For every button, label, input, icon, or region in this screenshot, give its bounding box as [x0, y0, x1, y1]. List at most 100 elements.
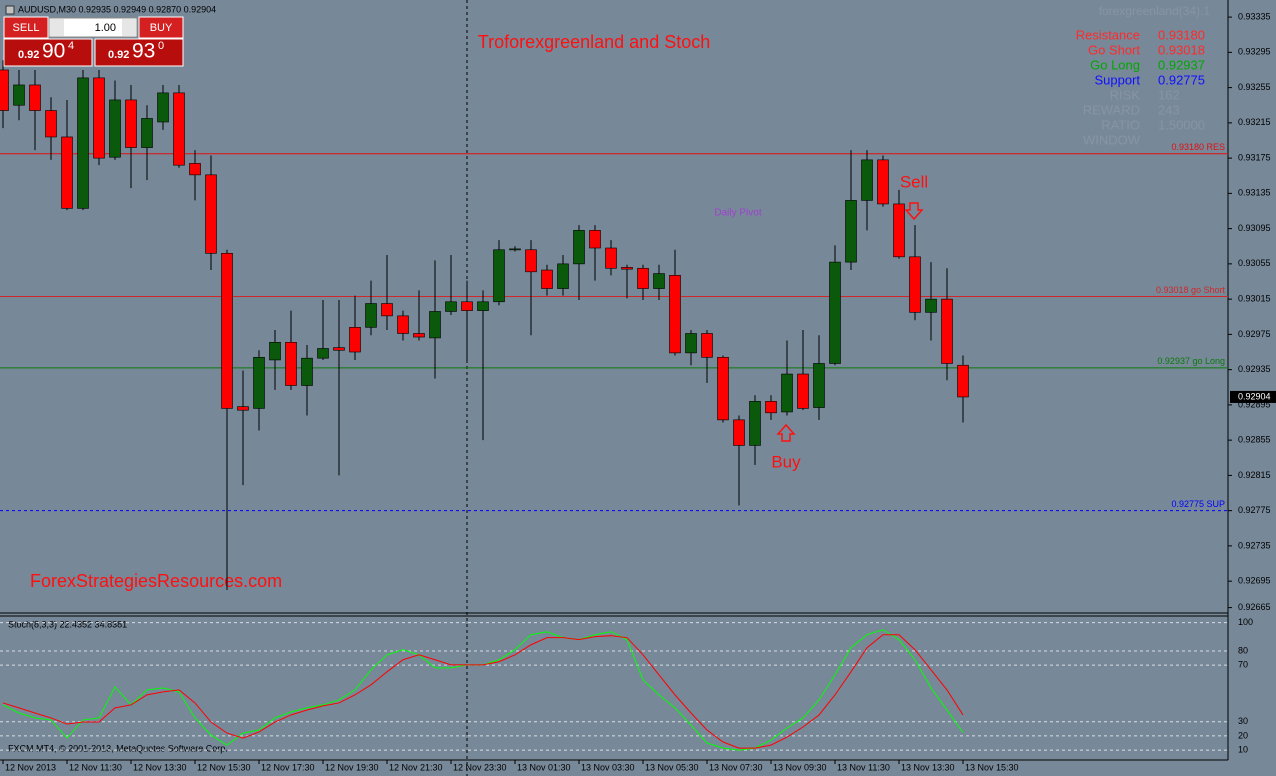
candle-body — [797, 373, 809, 409]
candle-body — [205, 174, 217, 254]
info-title: forexgreenland(34).1 — [1099, 4, 1211, 18]
candle-body — [29, 84, 41, 111]
candle-body — [589, 230, 601, 249]
x-tick-label: 12 Nov 21:30 — [389, 762, 443, 772]
buy-label[interactable]: BUY — [150, 22, 173, 34]
candle-body — [621, 267, 633, 270]
lot-down[interactable] — [50, 19, 64, 36]
info-value: 0.93018 — [1158, 42, 1205, 57]
candle-body — [125, 99, 137, 148]
daily-pivot-label: Daily Pivot — [714, 208, 761, 219]
y-tick-label: 0.93055 — [1238, 258, 1271, 268]
candle-body — [893, 203, 905, 258]
y-tick-label: 0.93215 — [1238, 117, 1271, 127]
stoch-line — [2, 634, 964, 749]
buy-price-box[interactable] — [94, 38, 184, 67]
candle-body — [781, 373, 793, 413]
sell-price-sup: 4 — [68, 40, 74, 52]
symbol-header: AUDUSD,M30 0.92935 0.92949 0.92870 0.929… — [18, 4, 216, 14]
y-tick-label: 100 — [1238, 617, 1253, 627]
buy-annotation: Buy — [771, 452, 801, 471]
candle-body — [749, 401, 761, 446]
candle-body — [765, 401, 777, 414]
sell-label[interactable]: SELL — [13, 22, 40, 34]
candle-body — [349, 327, 361, 353]
candle-body — [317, 348, 329, 359]
lot-value: 1.00 — [95, 22, 116, 34]
candle-body — [365, 303, 377, 328]
candle-body — [0, 69, 9, 111]
candle-body — [701, 333, 713, 358]
y-tick-label: 0.93135 — [1238, 188, 1271, 198]
x-tick-label: 12 Nov 19:30 — [325, 762, 379, 772]
candle-body — [45, 110, 57, 138]
buy-button[interactable] — [138, 16, 184, 39]
candle-body — [653, 273, 665, 289]
level-label: 0.92775 SUP — [1171, 499, 1225, 509]
candle-body — [301, 357, 313, 386]
info-label: WINDOW — [1083, 132, 1141, 147]
x-tick-label: 13 Nov 01:30 — [517, 762, 571, 772]
candle-body — [477, 301, 489, 311]
watermark: ForexStrategiesResources.com — [30, 571, 282, 591]
candle-body — [925, 298, 937, 313]
candle-body — [685, 333, 697, 354]
x-tick-label: 12 Nov 15:30 — [197, 762, 251, 772]
x-tick-label: 13 Nov 07:30 — [709, 762, 763, 772]
candle-body — [429, 311, 441, 339]
candle-body — [509, 248, 521, 251]
candle-body — [541, 269, 553, 289]
candle-body — [109, 99, 121, 158]
candle-body — [829, 261, 841, 364]
x-tick-label: 12 Nov 13:30 — [133, 762, 187, 772]
candle-body — [877, 159, 889, 205]
x-tick-label: 13 Nov 13:30 — [901, 762, 955, 772]
current-price-box — [1230, 390, 1276, 403]
candle-body — [93, 77, 105, 159]
info-value: 0.93180 — [1158, 27, 1205, 42]
candle-body — [333, 347, 345, 351]
candle-body — [189, 163, 201, 176]
level-label: 0.92937 go Long — [1157, 356, 1225, 366]
x-tick-label: 13 Nov 11:30 — [837, 762, 890, 772]
sell-price-big: 90 — [42, 40, 65, 63]
sell-button[interactable] — [3, 16, 49, 39]
y-tick-label: 20 — [1238, 730, 1248, 740]
candle-body — [397, 315, 409, 334]
candle-body — [637, 267, 649, 289]
candle-body — [269, 342, 281, 361]
candle-body — [717, 356, 729, 421]
info-value: 0.92937 — [1158, 57, 1205, 72]
x-tick-label: 12 Nov 23:30 — [453, 762, 507, 772]
candle-body — [13, 84, 25, 106]
candle-body — [573, 230, 585, 265]
candle-body — [605, 247, 617, 269]
candle-body — [957, 364, 969, 398]
y-tick-label: 0.92775 — [1238, 505, 1271, 515]
info-label: Go Long — [1090, 57, 1140, 72]
candle-body — [77, 77, 89, 209]
candle-body — [253, 356, 265, 409]
chart-title: Troforexgreenland and Stoch — [478, 32, 710, 52]
y-tick-label: 0.92855 — [1238, 435, 1271, 445]
candle-body — [285, 342, 297, 386]
sell-price-box[interactable] — [3, 38, 93, 67]
buy-price-big: 93 — [132, 40, 155, 63]
info-value: 243 — [1158, 102, 1180, 117]
y-tick-label: 0.92935 — [1238, 364, 1271, 374]
y-tick-label: 0.93295 — [1238, 47, 1271, 57]
y-tick-label: 0.92895 — [1238, 399, 1271, 409]
x-tick-label: 13 Nov 15:30 — [965, 762, 1019, 772]
copyright: FXCM MT4, © 2001-2013, MetaQuotes Softwa… — [8, 743, 228, 753]
info-value: 1.50000 — [1158, 117, 1205, 132]
candle-body — [525, 249, 537, 273]
info-label: Resistance — [1076, 27, 1140, 42]
x-tick-label: 13 Nov 03:30 — [581, 762, 635, 772]
level-label: 0.93018 go Short — [1156, 285, 1226, 295]
lot-input[interactable] — [48, 17, 138, 38]
lot-up[interactable] — [122, 19, 136, 36]
candle-body — [845, 200, 857, 263]
